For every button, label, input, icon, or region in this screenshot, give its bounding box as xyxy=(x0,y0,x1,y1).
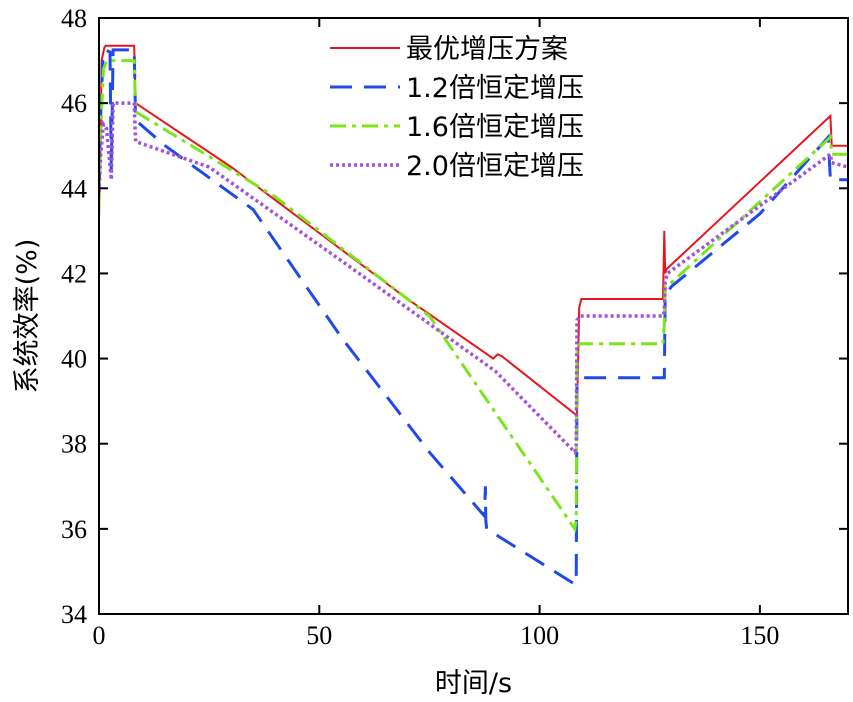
y-tick-label: 42 xyxy=(61,259,87,288)
x-tick-label: 0 xyxy=(93,621,106,650)
legend-label-1: 最优增压方案 xyxy=(406,34,568,65)
y-tick-label: 34 xyxy=(61,600,87,629)
legend-label-3: 1.6倍恒定增压 xyxy=(406,112,584,143)
y-tick-label: 46 xyxy=(61,89,87,118)
y-axis-title: 系统效率(%) xyxy=(12,239,43,394)
y-tick-label: 40 xyxy=(61,345,87,374)
plot-frame xyxy=(98,17,849,615)
y-tick-label: 44 xyxy=(61,174,87,203)
series-line-4 xyxy=(99,101,848,456)
y-tick-label: 38 xyxy=(61,430,87,459)
y-tick-label: 48 xyxy=(61,4,87,33)
y-tick-label: 36 xyxy=(61,515,87,544)
x-tick-label: 100 xyxy=(520,621,559,650)
x-axis-title: 时间/s xyxy=(435,668,512,699)
series-layer xyxy=(99,44,848,586)
x-tick-label: 150 xyxy=(740,621,779,650)
ticks-layer xyxy=(98,17,848,615)
legend-label-4: 2.0倍恒定增压 xyxy=(406,151,584,182)
x-tick-label: 50 xyxy=(306,621,332,650)
series-line-2 xyxy=(99,47,848,586)
legend: 最优增压方案 1.2倍恒定增压 1.6倍恒定增压 2.0倍恒定增压 xyxy=(330,34,584,182)
legend-label-2: 1.2倍恒定增压 xyxy=(406,73,584,104)
tick-labels: 0 50 100 150 34 36 38 40 42 44 46 48 xyxy=(61,4,779,650)
series-line-1 xyxy=(99,44,848,415)
